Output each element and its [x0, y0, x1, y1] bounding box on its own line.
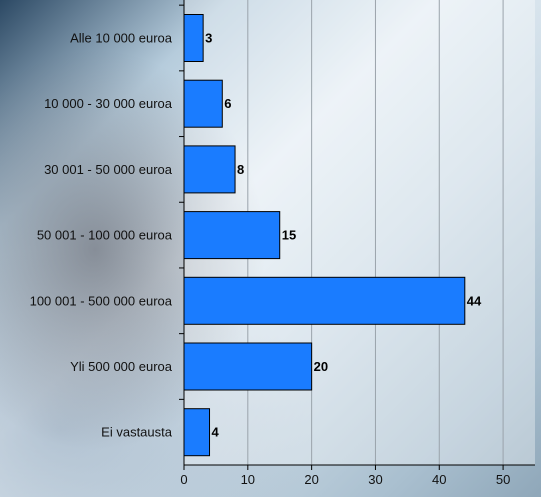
bar	[183, 79, 223, 128]
value-label: 4	[212, 425, 220, 440]
category-label: 50 001 - 100 000 euroa	[37, 228, 173, 243]
bar	[183, 342, 313, 391]
x-tick-label: 10	[241, 472, 255, 487]
category-label: 100 001 - 500 000 euroa	[30, 293, 173, 308]
category-label: Yli 500 000 euroa	[70, 359, 173, 374]
x-tick-label: 40	[432, 472, 446, 487]
category-label: Ei vastausta	[101, 425, 173, 440]
bar	[183, 14, 204, 62]
category-label: 30 001 - 50 000 euroa	[44, 162, 173, 177]
labels: Alle 10 000 euroa 3 10 000 - 30 000 euroa 6…	[30, 31, 511, 488]
value-label: 15	[282, 228, 296, 243]
x-tick-label: 0	[180, 472, 187, 487]
value-label: 6	[224, 96, 231, 111]
x-tick-label: 50	[496, 472, 510, 487]
bar	[183, 408, 211, 457]
x-tick-label: 20	[304, 472, 318, 487]
category-label: Alle 10 000 euroa	[70, 31, 173, 46]
value-label: 44	[467, 293, 482, 308]
value-label: 3	[205, 31, 212, 46]
value-label: 20	[314, 359, 328, 374]
bar	[183, 211, 281, 260]
category-label: 10 000 - 30 000 euroa	[44, 96, 173, 111]
bar	[183, 276, 466, 325]
bar	[183, 145, 236, 194]
axes	[179, 0, 535, 470]
value-label: 8	[237, 162, 244, 177]
x-tick-label: 30	[368, 472, 382, 487]
